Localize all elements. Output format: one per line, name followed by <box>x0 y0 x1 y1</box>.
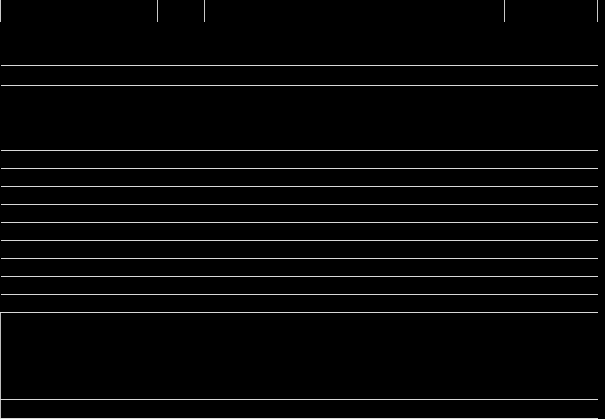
table-cell[interactable] <box>0 65 158 86</box>
table-cell[interactable] <box>204 240 505 259</box>
table-row[interactable] <box>0 85 598 151</box>
table-cell[interactable] <box>204 204 505 223</box>
table-row[interactable] <box>0 222 598 241</box>
table-cell[interactable] <box>0 222 158 241</box>
table-cell[interactable] <box>504 222 598 241</box>
table-cell[interactable] <box>0 399 158 419</box>
table-cell[interactable] <box>157 168 205 187</box>
table-cell[interactable] <box>504 399 598 419</box>
table-row[interactable] <box>0 380 598 400</box>
table-cell[interactable] <box>504 258 598 277</box>
table-cell[interactable] <box>157 399 205 419</box>
table-cell[interactable] <box>504 240 598 259</box>
table-cell[interactable] <box>157 258 205 277</box>
table-cell[interactable] <box>157 204 205 223</box>
table-row[interactable] <box>0 204 598 223</box>
table-cell[interactable] <box>204 294 505 313</box>
table-cell[interactable] <box>504 294 598 313</box>
table-cell[interactable] <box>504 186 598 205</box>
table-cell[interactable] <box>0 276 158 295</box>
table-row[interactable] <box>0 258 598 277</box>
table-cell[interactable] <box>157 276 205 295</box>
table-cell[interactable] <box>157 186 205 205</box>
table-cell[interactable] <box>504 85 598 151</box>
table-row[interactable] <box>0 399 598 419</box>
table-header <box>0 0 598 22</box>
table-row[interactable] <box>0 168 598 187</box>
table-cell[interactable] <box>157 65 205 86</box>
table-row[interactable] <box>0 22 598 66</box>
table-cell[interactable] <box>204 222 505 241</box>
table-row[interactable] <box>0 240 598 259</box>
table-cell[interactable] <box>157 240 205 259</box>
column-header-2[interactable] <box>204 0 505 22</box>
table-cell[interactable] <box>504 380 598 400</box>
table-cell[interactable] <box>504 168 598 187</box>
table-cell[interactable] <box>504 65 598 86</box>
table-row[interactable] <box>0 294 598 313</box>
table-cell[interactable] <box>157 294 205 313</box>
table-cell[interactable] <box>204 22 505 66</box>
table-row[interactable] <box>0 65 598 86</box>
table-cell[interactable] <box>504 276 598 295</box>
table-cell[interactable] <box>504 312 598 380</box>
table-cell[interactable] <box>0 150 158 169</box>
table-cell[interactable] <box>157 222 205 241</box>
table-cell[interactable] <box>0 186 158 205</box>
table-cell[interactable] <box>0 380 158 400</box>
table-cell[interactable] <box>204 186 505 205</box>
table-row[interactable] <box>0 186 598 205</box>
table-cell[interactable] <box>0 294 158 313</box>
table-cell[interactable] <box>204 380 505 400</box>
table-cell[interactable] <box>204 276 505 295</box>
table-cell[interactable] <box>157 380 205 400</box>
table-cell[interactable] <box>204 150 505 169</box>
table-cell[interactable] <box>0 204 158 223</box>
table-row[interactable] <box>0 276 598 295</box>
table-cell[interactable] <box>157 312 205 380</box>
table-cell[interactable] <box>204 168 505 187</box>
table-cell[interactable] <box>204 399 505 419</box>
table-cell[interactable] <box>204 65 505 86</box>
column-header-1[interactable] <box>157 0 205 22</box>
column-header-0[interactable] <box>0 0 158 22</box>
table-header-row <box>0 0 598 22</box>
table-cell[interactable] <box>504 204 598 223</box>
table-cell[interactable] <box>0 240 158 259</box>
table-cell[interactable] <box>204 312 505 380</box>
table-row[interactable] <box>0 312 598 380</box>
table-body <box>0 22 598 419</box>
table-cell[interactable] <box>0 168 158 187</box>
table-cell[interactable] <box>204 258 505 277</box>
table-cell[interactable] <box>157 85 205 151</box>
table-cell[interactable] <box>204 85 505 151</box>
table-cell[interactable] <box>157 22 205 66</box>
table-cell[interactable] <box>0 258 158 277</box>
table-cell[interactable] <box>504 150 598 169</box>
column-header-3[interactable] <box>504 0 598 22</box>
table-cell[interactable] <box>504 22 598 66</box>
table-cell[interactable] <box>157 150 205 169</box>
table-cell[interactable] <box>0 85 158 151</box>
table-row[interactable] <box>0 150 598 169</box>
table-cell[interactable] <box>0 22 158 66</box>
table-cell[interactable] <box>0 312 158 380</box>
